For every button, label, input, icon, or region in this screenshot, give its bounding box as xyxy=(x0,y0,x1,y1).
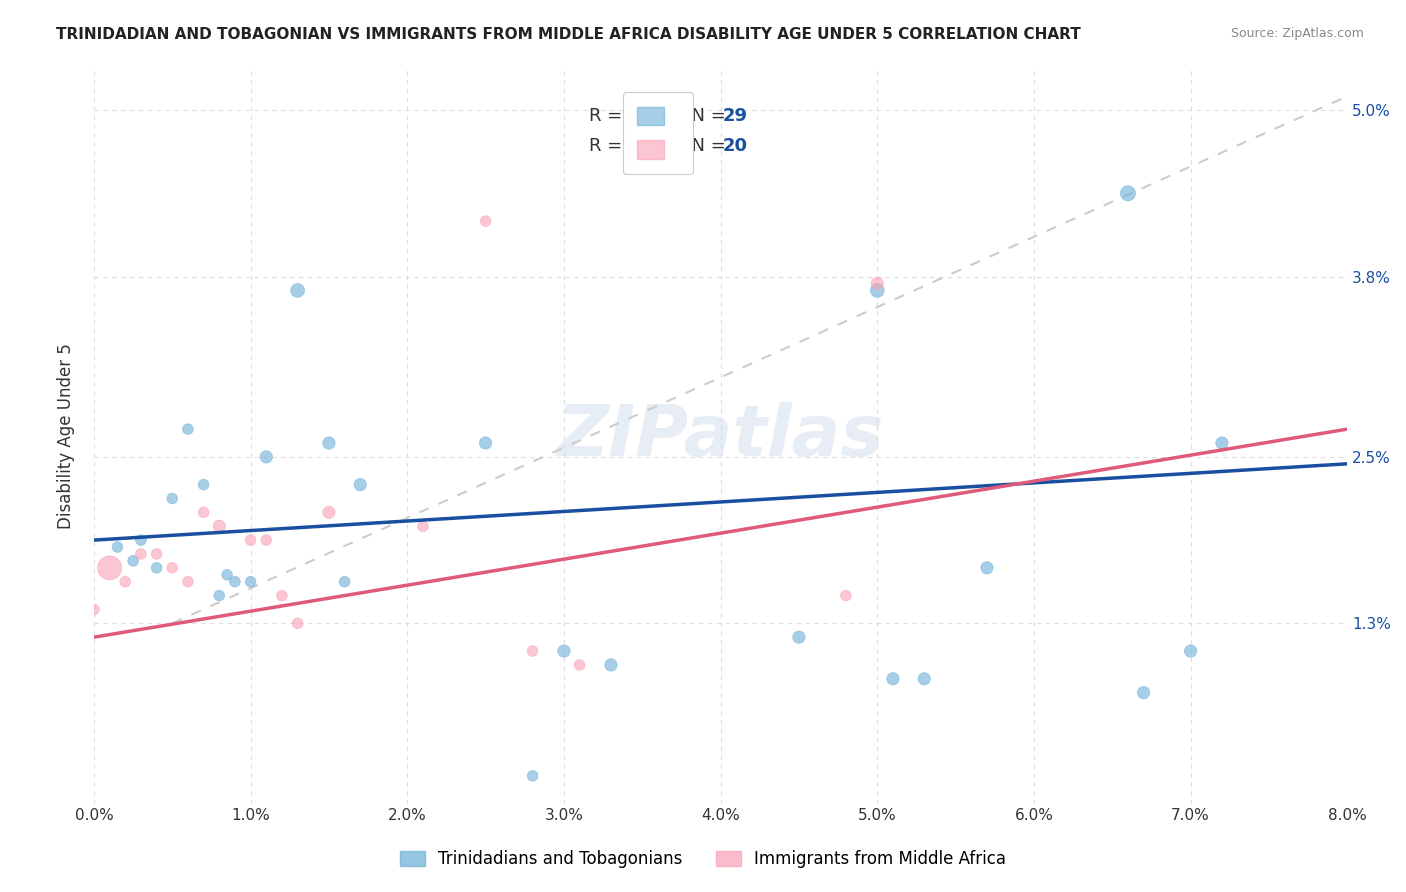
Point xyxy=(254,450,277,464)
Text: 20: 20 xyxy=(723,136,748,154)
Point xyxy=(98,561,121,575)
Point xyxy=(1132,686,1154,700)
Point xyxy=(866,277,889,291)
Legend: , : , xyxy=(623,92,693,174)
Point xyxy=(882,672,904,686)
Point xyxy=(912,672,935,686)
Point xyxy=(553,644,575,658)
Point xyxy=(1211,436,1233,450)
Point xyxy=(318,505,340,519)
Point xyxy=(193,505,215,519)
Point xyxy=(208,589,231,603)
Point xyxy=(224,574,246,589)
Point xyxy=(122,554,145,568)
Point xyxy=(162,491,184,506)
Point xyxy=(177,422,200,436)
Point xyxy=(474,214,496,228)
Point xyxy=(114,574,136,589)
Point xyxy=(107,540,129,554)
Point xyxy=(129,547,152,561)
Point xyxy=(976,561,998,575)
Point xyxy=(522,644,544,658)
Point xyxy=(239,574,262,589)
Text: 29: 29 xyxy=(723,107,748,125)
Point xyxy=(1180,644,1202,658)
Point xyxy=(83,602,105,616)
Point xyxy=(600,657,623,672)
Text: ZIPatlas: ZIPatlas xyxy=(557,401,884,471)
Point xyxy=(866,284,889,298)
Point xyxy=(239,533,262,547)
Point xyxy=(333,574,356,589)
Point xyxy=(217,567,239,582)
Point xyxy=(474,436,496,450)
Point xyxy=(177,574,200,589)
Point xyxy=(1116,186,1139,201)
Text: R =: R = xyxy=(589,136,628,154)
Point xyxy=(349,477,371,491)
Point xyxy=(145,561,167,575)
Point xyxy=(271,589,294,603)
Point xyxy=(287,284,309,298)
Y-axis label: Disability Age Under 5: Disability Age Under 5 xyxy=(58,343,75,529)
Point xyxy=(162,561,184,575)
Text: Source: ZipAtlas.com: Source: ZipAtlas.com xyxy=(1230,27,1364,40)
Text: TRINIDADIAN AND TOBAGONIAN VS IMMIGRANTS FROM MIDDLE AFRICA DISABILITY AGE UNDER: TRINIDADIAN AND TOBAGONIAN VS IMMIGRANTS… xyxy=(56,27,1081,42)
Point xyxy=(254,533,277,547)
Legend: Trinidadians and Tobagonians, Immigrants from Middle Africa: Trinidadians and Tobagonians, Immigrants… xyxy=(394,844,1012,875)
Text: 0.528: 0.528 xyxy=(627,136,683,154)
Point xyxy=(787,630,810,644)
Text: N =: N = xyxy=(681,107,733,125)
Point xyxy=(318,436,340,450)
Point xyxy=(129,533,152,547)
Point xyxy=(145,547,167,561)
Point xyxy=(835,589,858,603)
Point xyxy=(208,519,231,533)
Point xyxy=(522,769,544,783)
Point xyxy=(568,657,591,672)
Text: 0.169: 0.169 xyxy=(627,107,683,125)
Text: R =: R = xyxy=(589,107,628,125)
Text: N =: N = xyxy=(681,136,733,154)
Point xyxy=(193,477,215,491)
Point xyxy=(287,616,309,631)
Point xyxy=(412,519,434,533)
